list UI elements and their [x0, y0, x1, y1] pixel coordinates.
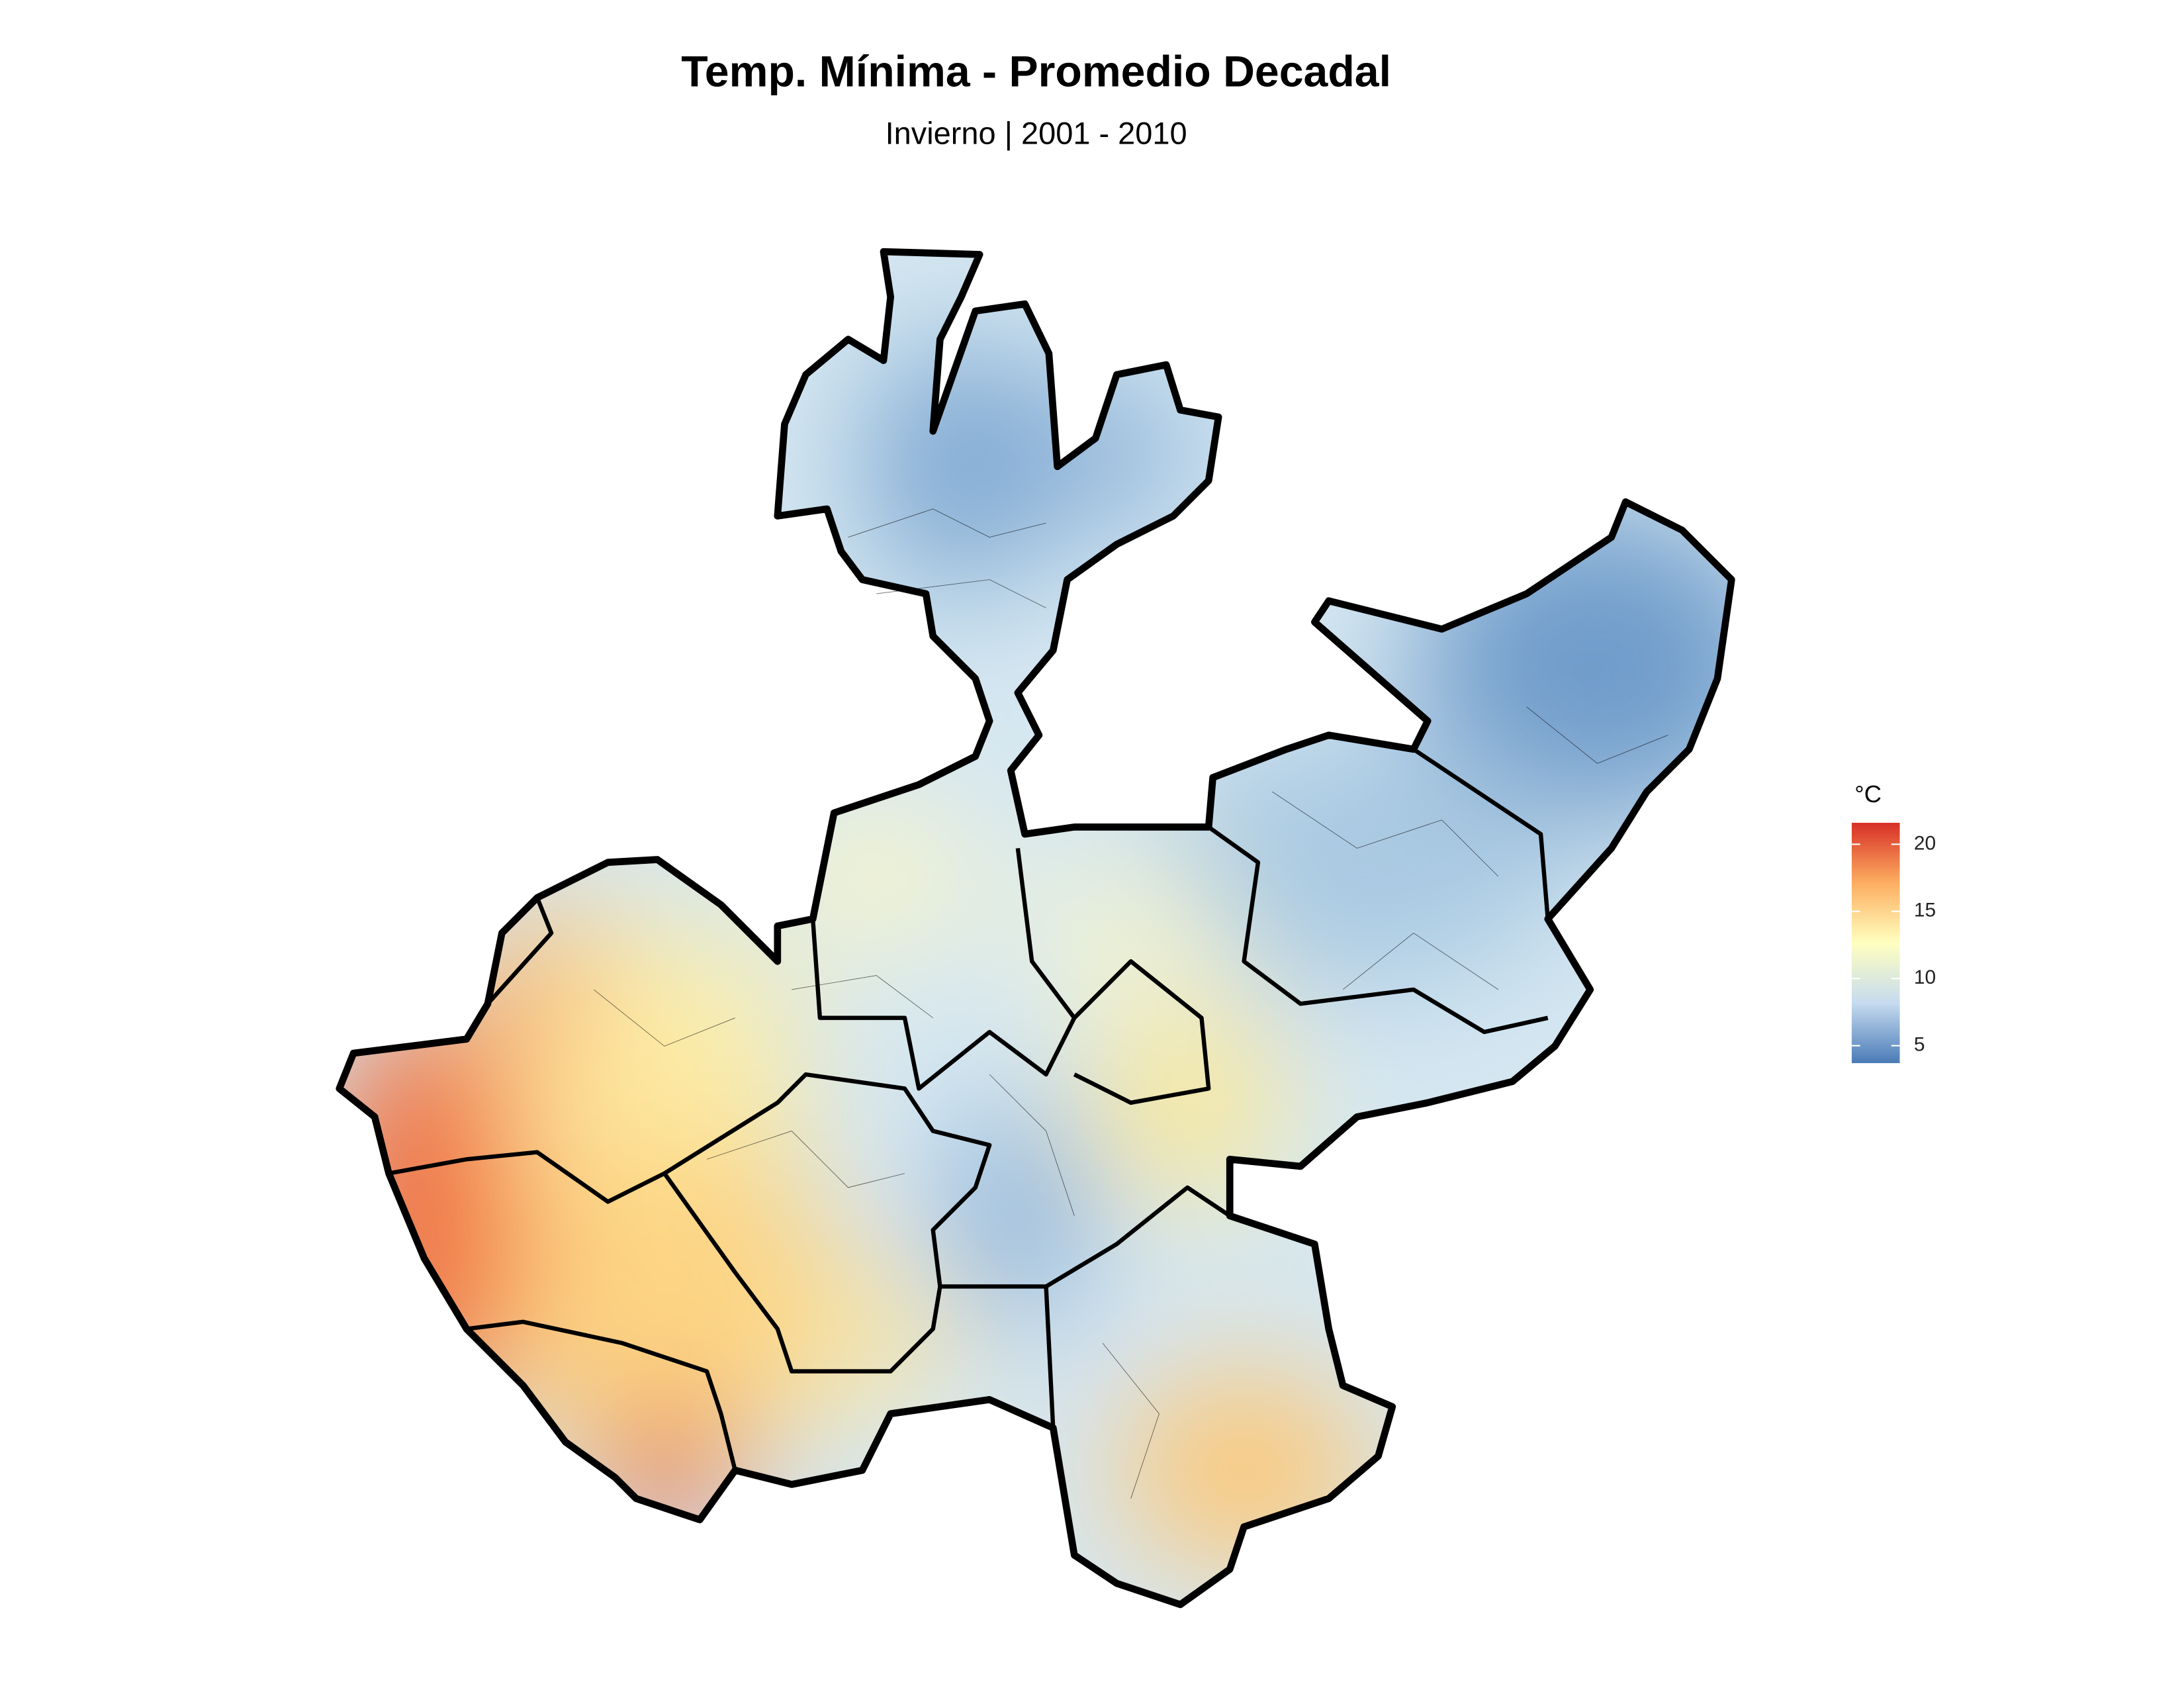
map-subtitle: Invierno | 2001 - 2010	[886, 115, 1187, 150]
legend-tick-label: 15	[1914, 900, 1936, 921]
state-outline	[336, 248, 1735, 1609]
legend-title: °C	[1854, 780, 1882, 808]
legend-tick-label: 5	[1914, 1034, 1925, 1056]
legend-tick-label: 10	[1914, 966, 1936, 988]
color-bar	[1851, 822, 1900, 1064]
legend-tick-label: 20	[1914, 832, 1936, 854]
map-title: Temp. Mínima - Promedio Decadal	[681, 48, 1391, 97]
municipal-borders	[593, 508, 1668, 1499]
region-borders	[388, 747, 1550, 1471]
legend: 5 10 15 20	[1851, 822, 1936, 1064]
